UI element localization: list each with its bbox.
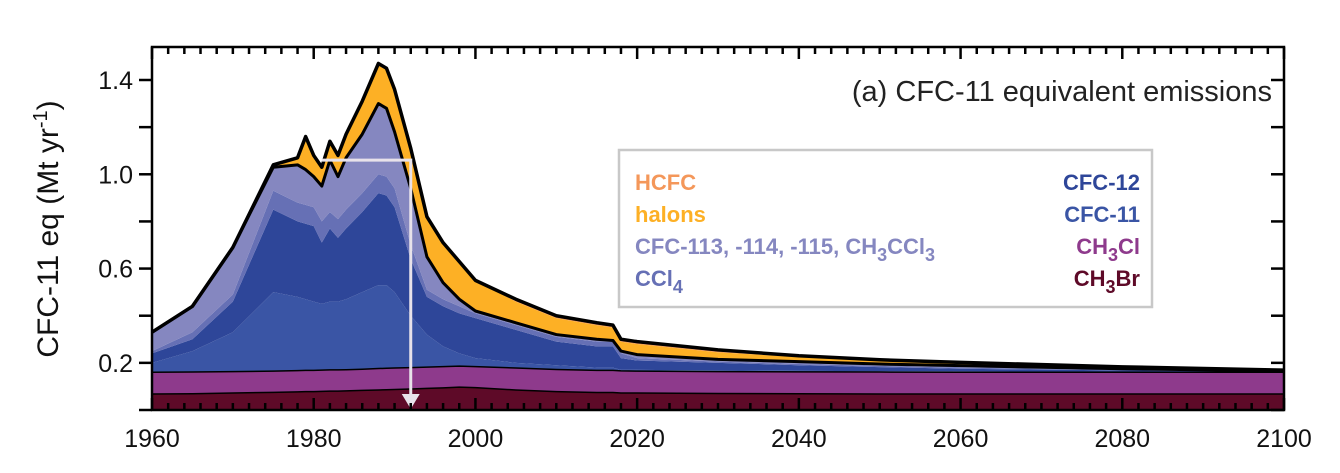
legend-item: CH3Br (1074, 266, 1141, 297)
arrow-head (401, 394, 420, 409)
area-outlines (151, 61, 1285, 395)
x-tick-label: 2100 (1256, 425, 1312, 453)
area-ch3cl (152, 366, 1284, 394)
axes: 1960 1980 2000 2020 2040 2060 2080 2100 0.2 0.6 1.… (98, 45, 1312, 453)
legend-item: halons (635, 202, 706, 227)
stacked-areas (152, 63, 1284, 410)
y-tick-label: 1.4 (98, 67, 133, 95)
legend-item: HCFC (635, 170, 696, 195)
area-cfc-11 (152, 285, 1284, 373)
arrow-line (321, 158, 413, 398)
annotation-arrow (321, 158, 420, 409)
total-outline (151, 61, 1285, 372)
x-tick-label: 1960 (124, 425, 180, 453)
ch3br-outline (151, 386, 1284, 395)
legend: HCFC halons CFC-113, -114, -115, CH3CCl3CC… (617, 148, 1154, 309)
legend-box (617, 148, 1154, 309)
legend-item: CFC-12 (1063, 170, 1140, 195)
x-tick-label: 2060 (933, 425, 989, 453)
y-tick-label: 0.2 (98, 350, 133, 378)
x-tick-label: 2080 (1094, 425, 1150, 453)
legend-item: CH3Cl (1076, 234, 1140, 265)
legend-item: CFC-113, -114, -115, CH3CCl3 (635, 234, 935, 265)
chart-title: (a) CFC-11 equivalent emissions (852, 76, 1272, 108)
x-tick-label: 2040 (771, 425, 827, 453)
legend-item: CFC-11 (1064, 202, 1140, 227)
y-tick-label: 1.0 (98, 161, 133, 189)
area-cfc-12 (152, 193, 1284, 373)
x-tick-label: 2020 (609, 425, 665, 453)
x-tick-label: 2000 (448, 425, 504, 453)
cfc113-outline (151, 102, 1285, 373)
area-ch3br (152, 387, 1284, 410)
y-axis-label: CFC-11 eq (Mt yr-1) (30, 100, 65, 357)
y-tick-label: 0.6 (98, 256, 133, 284)
legend-item: CCl4 (635, 266, 683, 297)
ch3cl-outline (151, 365, 1284, 374)
x-tick-label: 1980 (286, 425, 342, 453)
